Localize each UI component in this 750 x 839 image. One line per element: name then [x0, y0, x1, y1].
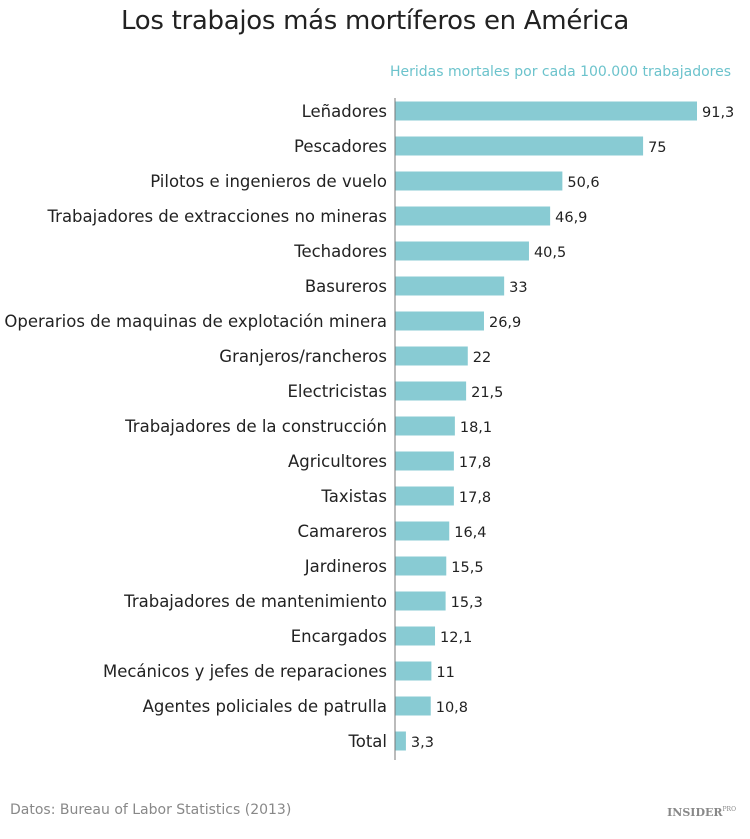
chart-subtitle: Heridas mortales por cada 100.000 trabaj…	[390, 64, 732, 80]
bar	[395, 661, 432, 681]
category-label: Pescadores	[294, 137, 387, 156]
bar	[395, 696, 431, 716]
data-label: 10,8	[436, 700, 468, 716]
bar	[395, 486, 454, 506]
data-label: 11	[436, 665, 454, 681]
data-label: 26,9	[489, 315, 521, 331]
bar	[395, 311, 484, 331]
data-label: 16,4	[454, 525, 486, 541]
data-label: 15,5	[451, 560, 483, 576]
bar	[395, 171, 563, 191]
category-label: Encargados	[291, 627, 387, 646]
bar	[395, 136, 644, 156]
bar	[395, 416, 455, 436]
data-label: 75	[648, 140, 666, 156]
data-label: 91,3	[702, 105, 734, 121]
category-label: Taxistas	[320, 487, 387, 506]
data-label: 17,8	[459, 455, 491, 471]
bar	[395, 241, 529, 261]
category-label: Pilotos e ingenieros de vuelo	[150, 172, 387, 191]
category-label: Mecánicos y jefes de reparaciones	[103, 662, 387, 681]
data-label: 15,3	[451, 595, 483, 611]
data-label: 22	[473, 350, 491, 366]
category-label: Total	[347, 732, 387, 751]
data-label: 12,1	[440, 630, 472, 646]
logo-suffix: PRO	[722, 806, 736, 813]
category-label: Basureros	[305, 277, 387, 296]
data-label: 46,9	[555, 210, 587, 226]
category-label: Trabajadores de mantenimiento	[123, 592, 387, 611]
data-label: 3,3	[411, 735, 434, 751]
category-label: Trabajadores de extracciones no mineras	[47, 207, 388, 226]
category-label: Agentes policiales de patrulla	[143, 697, 387, 716]
bar	[395, 731, 406, 751]
category-label: Operarios de maquinas de explotación min…	[4, 312, 387, 331]
bar	[395, 206, 551, 226]
category-label: Leñadores	[302, 102, 387, 121]
category-label: Agricultores	[288, 452, 387, 471]
data-label: 21,5	[471, 385, 503, 401]
category-label: Techadores	[293, 242, 387, 261]
logo-text: INSIDER	[667, 806, 723, 819]
bar	[395, 521, 450, 541]
category-label: Trabajadores de la construcción	[124, 417, 387, 436]
category-label: Jardineros	[304, 557, 387, 576]
data-label: 50,6	[567, 175, 599, 191]
data-label: 18,1	[460, 420, 492, 436]
data-label: 17,8	[459, 490, 491, 506]
category-label: Electricistas	[288, 382, 388, 401]
bar	[395, 556, 447, 576]
bar	[395, 346, 468, 366]
data-label: 40,5	[534, 245, 566, 261]
bar	[395, 276, 505, 296]
data-label: 33	[509, 280, 527, 296]
category-label: Granjeros/rancheros	[219, 347, 387, 366]
bar	[395, 381, 467, 401]
bar	[395, 591, 446, 611]
source-note: Datos: Bureau of Labor Statistics (2013)	[10, 802, 292, 818]
bar	[395, 101, 697, 121]
insider-pro-logo: INSIDERPRO	[667, 806, 736, 819]
bar	[395, 626, 436, 646]
chart-title: Los trabajos más mortíferos en América	[121, 6, 629, 36]
category-label: Camareros	[297, 522, 387, 541]
bar	[395, 451, 454, 471]
